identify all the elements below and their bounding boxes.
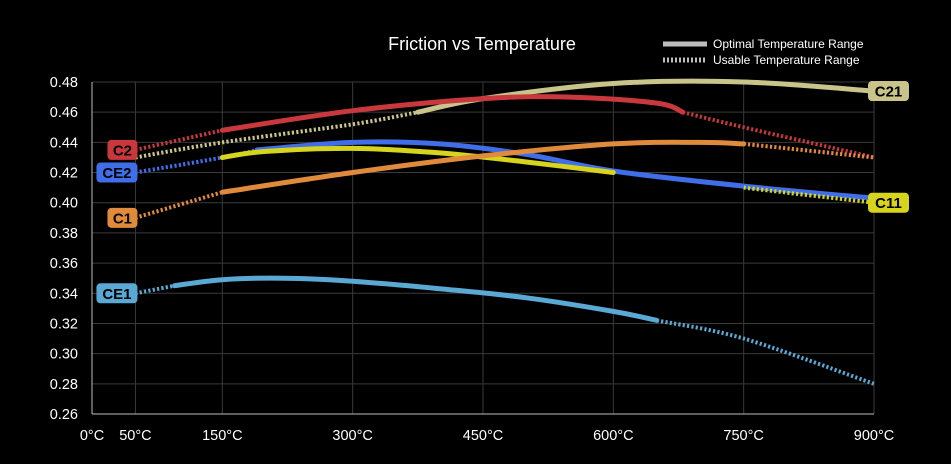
series-label-c1: C1 [107, 207, 138, 228]
x-tick-label: 900°C [854, 428, 894, 444]
x-tick-label: 450°C [463, 428, 503, 444]
y-tick-label: 0.38 [50, 226, 78, 242]
legend: Optimal Temperature Range Usable Temperat… [663, 37, 864, 67]
series-c1-usable-start [134, 190, 223, 220]
series-label-badge [107, 139, 138, 160]
y-tick-label: 0.30 [50, 347, 78, 363]
series-label-text: C21 [875, 84, 903, 101]
series-label-text: CE1 [102, 286, 131, 303]
y-tick-label: 0.32 [50, 316, 78, 332]
y-tick-label: 0.40 [50, 196, 78, 212]
y-tick-label: 0.48 [50, 75, 78, 91]
series-label-text: C2 [113, 142, 132, 159]
y-tick-label: 0.34 [50, 286, 78, 302]
series-label-badge [96, 283, 138, 304]
series-label-badge [96, 162, 138, 183]
y-tick-label: 0.36 [50, 256, 78, 272]
series-c2-usable-start [134, 128, 223, 152]
y-tick-label: 0.44 [50, 135, 78, 151]
series-label-text: C1 [113, 210, 132, 227]
x-tick-label: 150°C [202, 428, 242, 444]
grid [92, 81, 875, 414]
x-tick-label: 300°C [332, 428, 372, 444]
series-label-c11: C11 [868, 192, 909, 213]
series-c11-usable-end [743, 185, 875, 205]
x-tick-label: 0°C [80, 428, 104, 444]
legend-label: Usable Temperature Range [713, 53, 860, 67]
series-label-c2: C2 [107, 139, 138, 160]
y-tick-label: 0.46 [50, 105, 78, 121]
series-label-text: CE2 [102, 165, 131, 182]
y-tick-label: 0.42 [50, 166, 78, 182]
y-tick-label: 0.28 [50, 377, 78, 393]
series-label-badge [868, 192, 909, 213]
x-tick-label: 50°C [119, 428, 151, 444]
series-label-badge [107, 207, 138, 228]
series-label-text: C11 [875, 195, 902, 212]
x-tick-label: 600°C [593, 428, 633, 444]
chart-title: Friction vs Temperature [388, 34, 576, 54]
series-ce2-optimal [254, 139, 877, 201]
series-label-ce2: CE2 [96, 162, 138, 183]
series-ce1-usable-end [656, 318, 875, 386]
y-tick-label: 0.26 [50, 407, 78, 423]
series-label-ce1: CE1 [96, 283, 138, 304]
series-lines [134, 78, 877, 386]
x-tick-label: 750°C [723, 428, 763, 444]
series-label-badge [868, 81, 909, 102]
series-ce1-optimal [172, 275, 660, 323]
legend-label: Optimal Temperature Range [713, 37, 864, 51]
series-end-labels: C21 C2 CE2 C11 C1 CE1 [96, 81, 909, 304]
series-c1-usable-end [743, 141, 875, 160]
series-c21-usable-start [135, 110, 419, 160]
axes: 0.26 0.28 0.30 0.32 0.34 0.36 0.38 0.40 0.42 0.44… [50, 75, 894, 444]
series-label-c21: C21 [868, 81, 909, 102]
series-c2-usable-end [682, 110, 875, 160]
